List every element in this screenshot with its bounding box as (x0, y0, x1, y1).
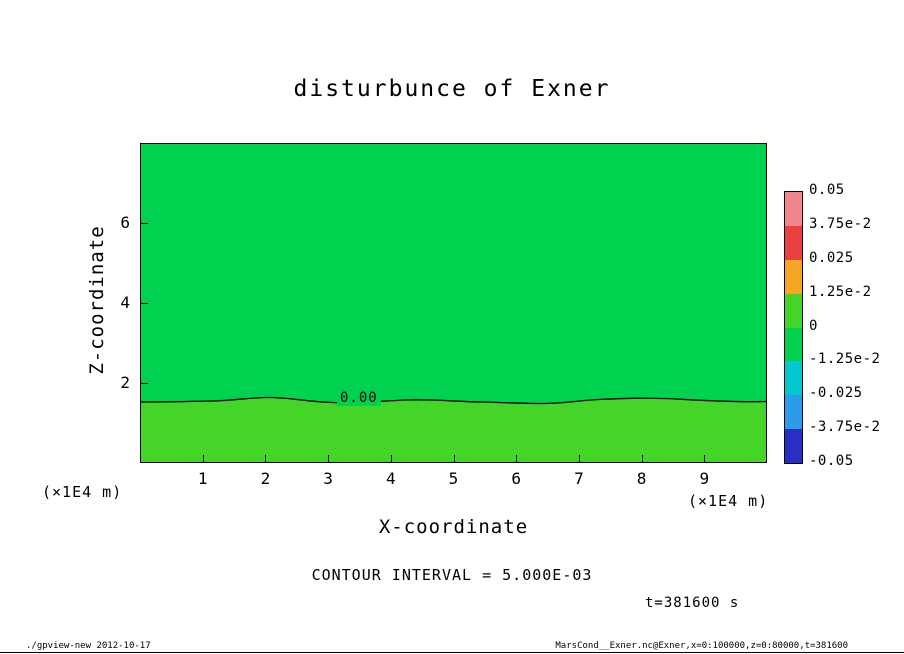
colorbar-tick-label: 0 (809, 317, 818, 334)
x-tick-label: 9 (699, 469, 710, 488)
y-tick-mark (141, 223, 148, 224)
colorbar-tick-label: -3.75e-2 (809, 419, 881, 436)
x-tick-mark (578, 455, 580, 462)
contour-interval-text: CONTOUR INTERVAL = 5.000E-03 (311, 566, 593, 584)
contour-plot-canvas (141, 396, 766, 462)
footer-data-source: MarsCond__Exner.nc@Exner,x=0:100000,z=0:… (555, 641, 848, 651)
x-tick-label: 6 (511, 469, 521, 488)
time-annotation: t=381600 s (645, 595, 740, 611)
colorbar (784, 191, 803, 464)
x-tick-label: 7 (574, 469, 584, 488)
chart-title: disturbunce of Exner (293, 76, 611, 102)
colorbar-tick-label: 3.75e-2 (809, 215, 872, 232)
colorbar-tick-label: -1.25e-2 (809, 351, 881, 368)
x-tick-mark (265, 455, 267, 462)
y-tick-label: 2 (120, 373, 130, 392)
colorbar-segment (785, 429, 802, 463)
x-tick-mark (641, 455, 643, 462)
colorbar-segment (785, 361, 802, 396)
colorbar-tick-label: 0.025 (809, 249, 854, 266)
x-tick-label: 8 (636, 469, 647, 488)
x-tick-mark (328, 455, 330, 462)
y-tick-label: 4 (120, 293, 130, 312)
y-tick-mark (141, 383, 148, 384)
colorbar-segment (785, 225, 802, 260)
x-tick-mark (390, 455, 392, 462)
y-tick-label: 6 (120, 213, 130, 232)
footer-rule (0, 652, 904, 653)
colorbar-segment (785, 327, 802, 362)
colorbar-tick-label: -0.025 (809, 385, 863, 402)
x-tick-label: 4 (385, 469, 396, 488)
y-axis-unit: (×1E4 m) (42, 483, 123, 501)
plot-area: 0.00 (140, 143, 767, 463)
colorbar-tick-label: 0.05 (809, 182, 845, 198)
x-tick-label: 5 (448, 469, 459, 488)
x-tick-mark (704, 455, 706, 462)
colorbar-segment (785, 192, 802, 226)
footer-program-version: ./gpview-new 2012-10-17 (26, 641, 151, 651)
x-axis-title: X-coordinate (378, 516, 529, 538)
zero-contour-line (141, 396, 766, 405)
x-axis-unit: (×1E4 m) (688, 492, 769, 510)
contour-level-label: 0.00 (337, 390, 381, 406)
x-tick-mark (453, 455, 455, 462)
colorbar-tick-label: 1.25e-2 (809, 283, 872, 300)
y-tick-mark (141, 303, 148, 304)
colorbar-segment (785, 259, 802, 294)
x-tick-label: 2 (260, 469, 271, 488)
colorbar-segment (785, 395, 802, 430)
x-tick-label: 1 (197, 469, 208, 488)
x-tick-mark (516, 455, 518, 462)
lower-band-region (141, 397, 766, 462)
x-tick-mark (202, 455, 204, 462)
colorbar-tick-label: -0.05 (809, 453, 854, 469)
colorbar-segment (785, 293, 802, 328)
x-tick-label: 3 (323, 469, 333, 488)
